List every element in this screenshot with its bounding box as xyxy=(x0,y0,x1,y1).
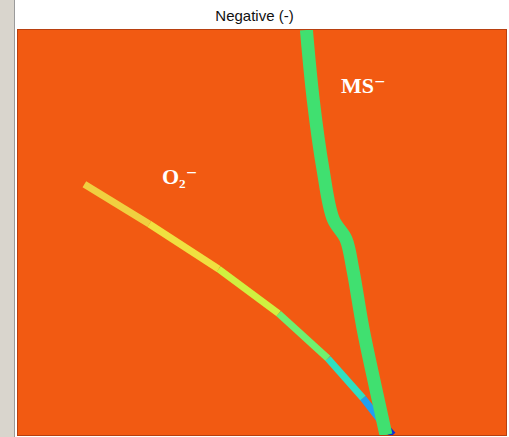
svg-text:Negative (-): Negative (-) xyxy=(215,7,293,24)
svg-text:MS⁻: MS⁻ xyxy=(341,73,386,98)
svg-text:O₂⁻: O₂⁻ xyxy=(162,164,197,189)
